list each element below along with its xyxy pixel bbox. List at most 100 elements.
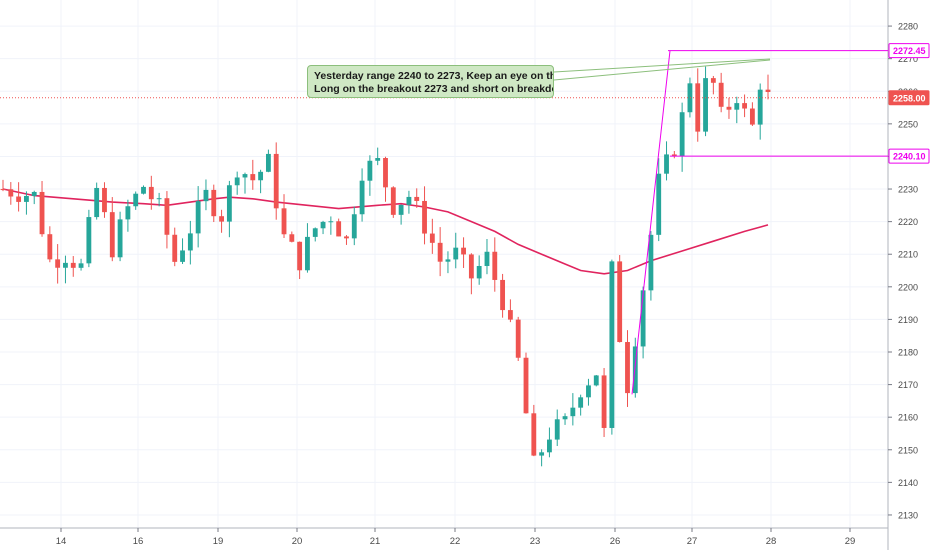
y-tick-label: 2200 [898, 282, 918, 292]
candle-body [492, 251, 498, 280]
candle-body [383, 158, 388, 188]
candle-body [601, 375, 607, 428]
price-label-text: 2272.45 [893, 46, 926, 56]
candle-body [289, 234, 295, 242]
candle-body [757, 89, 763, 125]
candle-body [180, 250, 185, 262]
candle-body [0, 189, 6, 191]
candle-body [531, 413, 537, 456]
candle-body [617, 261, 623, 343]
annotation-line-2: Long on the breakout 2273 and short on b… [314, 82, 553, 95]
x-tick-label: 21 [370, 536, 381, 547]
candle-body [31, 191, 37, 196]
candle-body [687, 83, 693, 113]
candle-body [406, 196, 412, 205]
candle-body [344, 236, 349, 239]
candle-body [23, 195, 29, 202]
candle-body [359, 180, 365, 215]
annotation-line-1: Yesterday range 2240 to 2273, Keep an ey… [314, 70, 553, 82]
candle-body [703, 78, 708, 132]
candle-body [219, 216, 224, 222]
candle-body [203, 189, 209, 202]
candle-body [187, 233, 193, 251]
candle-body [461, 247, 466, 255]
candle-body [609, 261, 615, 428]
candle-body [375, 158, 381, 161]
candle-body [476, 266, 482, 279]
x-tick-label: 14 [56, 536, 67, 547]
candle-body [320, 221, 326, 229]
candle-body [562, 416, 568, 420]
candle-body [742, 103, 748, 109]
candle-body [500, 279, 506, 311]
candle-body [547, 439, 552, 453]
price-label-box [888, 90, 930, 106]
candle-body [695, 83, 701, 132]
candle-body [39, 191, 45, 235]
candle-body [593, 375, 599, 386]
y-tick-label: 2170 [898, 380, 918, 390]
candle-body [102, 187, 107, 213]
candle-body [726, 106, 732, 110]
candle-body [258, 171, 264, 181]
x-axis: 14 16 19 20 21 22 23 26 27 28 29 [56, 528, 855, 547]
candle-body [125, 206, 131, 220]
callout-pointer-upper [553, 58, 771, 73]
candle-body [671, 154, 677, 157]
y-tick-label: 2280 [898, 22, 918, 32]
moving-average [2, 188, 769, 275]
candle-body [664, 154, 669, 174]
candle-body [515, 319, 521, 358]
candle-body [640, 290, 646, 347]
y-tick-label: 2130 [898, 510, 918, 520]
y-tick-label: 2140 [898, 478, 918, 488]
y-tick-label: 2220 [898, 217, 918, 227]
candles [0, 66, 771, 467]
candle-body [16, 196, 22, 202]
candle-body [281, 208, 287, 235]
x-tick-label: 16 [133, 536, 144, 547]
candle-body [273, 153, 279, 209]
candle-body [422, 200, 427, 234]
candle-body [367, 160, 373, 181]
candle-body [8, 189, 14, 197]
candle-body [195, 201, 201, 234]
candle-body [468, 254, 474, 279]
candle-body [437, 242, 443, 262]
candle-body [250, 174, 256, 181]
candle-body [70, 262, 76, 268]
candle-body [55, 259, 61, 268]
candle-body [679, 112, 685, 157]
x-tick-label: 20 [292, 536, 303, 547]
candle-body [305, 236, 310, 271]
candle-body [765, 89, 771, 92]
candle-body [554, 419, 560, 440]
y-tick-label: 2210 [898, 250, 918, 260]
candle-body [109, 212, 115, 258]
callout-pointer-lower [553, 59, 771, 81]
y-tick-label: 2230 [898, 185, 918, 195]
candle-body [117, 219, 123, 258]
candle-body [648, 234, 654, 291]
candle-body [336, 221, 342, 237]
candle-body [211, 189, 217, 217]
y-tick-label: 2180 [898, 348, 918, 358]
candle-body [734, 103, 740, 110]
candle-body [148, 186, 154, 200]
x-tick-label: 22 [450, 536, 461, 547]
candle-body [414, 196, 420, 201]
price-label-text: 2258.00 [893, 93, 926, 103]
candle-body [156, 198, 162, 200]
candle-body [718, 82, 724, 107]
price-label-text: 2240.10 [893, 152, 926, 162]
candle-body [586, 385, 591, 398]
x-tick-label: 23 [530, 536, 541, 547]
candle-body [656, 173, 662, 235]
candle-body [297, 241, 303, 271]
candle-body [226, 185, 232, 222]
y-tick-label: 2270 [898, 54, 918, 64]
y-tick-label: 2190 [898, 315, 918, 325]
candle-body [78, 263, 84, 268]
candle-body [86, 217, 92, 264]
candle-body [710, 78, 716, 83]
